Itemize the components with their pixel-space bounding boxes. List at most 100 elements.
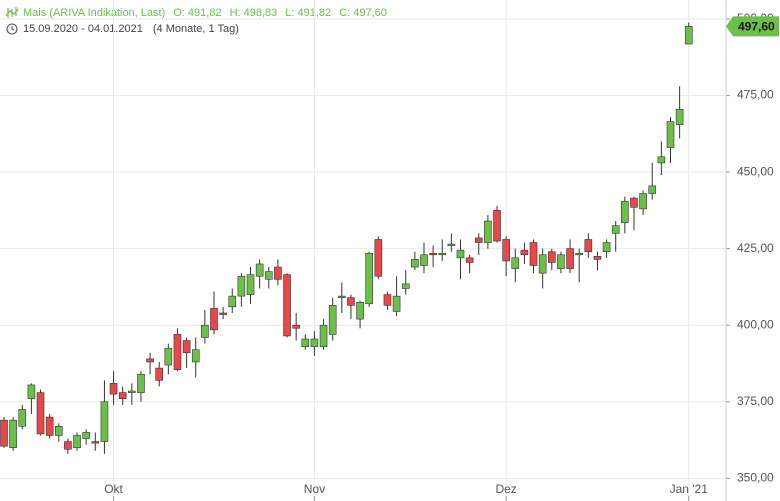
candle-body xyxy=(657,156,666,164)
candle-body xyxy=(675,109,684,125)
candle xyxy=(82,429,90,445)
candle-body xyxy=(502,239,510,262)
ohlc-info: O: 491,82 xyxy=(173,7,221,19)
candle xyxy=(219,306,227,320)
candle-body xyxy=(18,409,27,427)
candle xyxy=(374,236,383,280)
candle xyxy=(228,288,237,313)
candle-body xyxy=(109,383,118,395)
candle-body xyxy=(401,283,410,289)
candle xyxy=(91,432,100,451)
candle-body xyxy=(64,441,72,450)
candle xyxy=(292,312,300,341)
candle-body xyxy=(365,252,374,305)
candle xyxy=(666,116,675,163)
candle-body xyxy=(164,347,173,366)
candle-body xyxy=(54,425,63,436)
candle-body xyxy=(338,295,346,298)
candle xyxy=(18,404,27,430)
candle-body xyxy=(392,295,401,312)
candle-body xyxy=(146,358,154,363)
candle xyxy=(45,414,54,439)
candle xyxy=(447,233,456,252)
candle-body xyxy=(566,248,574,269)
candle-body xyxy=(630,197,638,208)
candle xyxy=(356,300,364,329)
candle xyxy=(328,297,337,341)
candle-body xyxy=(173,334,182,370)
candle-body xyxy=(429,252,437,256)
candle-body xyxy=(91,441,100,444)
candle-body xyxy=(593,256,602,260)
candle xyxy=(383,291,392,310)
candle xyxy=(502,236,510,277)
candle-body xyxy=(45,416,54,436)
candle xyxy=(593,251,602,271)
candle-body xyxy=(648,185,657,194)
candle xyxy=(137,371,145,402)
candle xyxy=(27,383,36,415)
candle xyxy=(100,380,109,454)
candle xyxy=(538,248,547,289)
candle xyxy=(128,383,136,405)
candle-body xyxy=(511,257,520,269)
candle xyxy=(182,337,191,369)
candle xyxy=(237,273,246,307)
candle-body xyxy=(356,301,364,320)
candle-body xyxy=(264,271,273,280)
candle xyxy=(210,291,218,335)
candle xyxy=(255,259,264,289)
candle-body xyxy=(484,220,492,243)
x-tick-label: Okt xyxy=(104,482,123,496)
candle-body xyxy=(575,252,583,256)
candle xyxy=(511,248,520,283)
candle-body xyxy=(411,259,419,268)
candle-body xyxy=(621,200,629,223)
candle-body xyxy=(100,401,109,442)
candle-body xyxy=(493,210,501,242)
candle xyxy=(0,417,8,448)
candle xyxy=(411,251,419,271)
candle-body xyxy=(529,242,538,266)
candle xyxy=(684,22,693,45)
candle-body xyxy=(0,419,8,447)
candle-body xyxy=(328,305,337,335)
candle xyxy=(310,331,319,356)
candle xyxy=(173,328,182,372)
candle xyxy=(118,386,127,405)
candle xyxy=(36,389,45,436)
candle xyxy=(365,251,374,307)
clock-icon xyxy=(6,23,18,35)
candle-body xyxy=(319,324,328,347)
candle-body xyxy=(538,254,547,274)
ohlc-info: H: 498,83 xyxy=(230,7,278,19)
candle-body xyxy=(137,373,145,393)
candle-body xyxy=(520,249,529,256)
candle-body xyxy=(255,263,264,277)
last-price-label: 497,60 xyxy=(738,20,775,34)
candle-body xyxy=(474,237,483,243)
candle xyxy=(621,196,629,234)
candle xyxy=(64,438,72,454)
header: Mais (ARIVA Indikation, Last) 15.09.2020… xyxy=(5,7,239,35)
candle-body xyxy=(639,193,647,210)
x-tick-label: Jan '21 xyxy=(670,482,709,496)
ohlc-info: C: 497,60 xyxy=(339,7,387,19)
candle xyxy=(639,190,647,215)
candle xyxy=(429,245,437,268)
candle-body xyxy=(310,338,319,347)
candle xyxy=(675,86,684,139)
candle-body xyxy=(684,26,693,45)
candle-body xyxy=(420,254,428,266)
candle-body xyxy=(602,242,611,253)
plot-area xyxy=(0,0,726,501)
y-tick-label: 375,00 xyxy=(737,394,774,408)
candle-body xyxy=(246,274,255,295)
candle xyxy=(246,267,255,304)
candle-body xyxy=(557,254,565,269)
candle xyxy=(529,239,538,274)
candle xyxy=(474,233,483,255)
candle xyxy=(648,162,657,200)
candle-body xyxy=(456,249,465,259)
candle-body xyxy=(383,294,392,306)
